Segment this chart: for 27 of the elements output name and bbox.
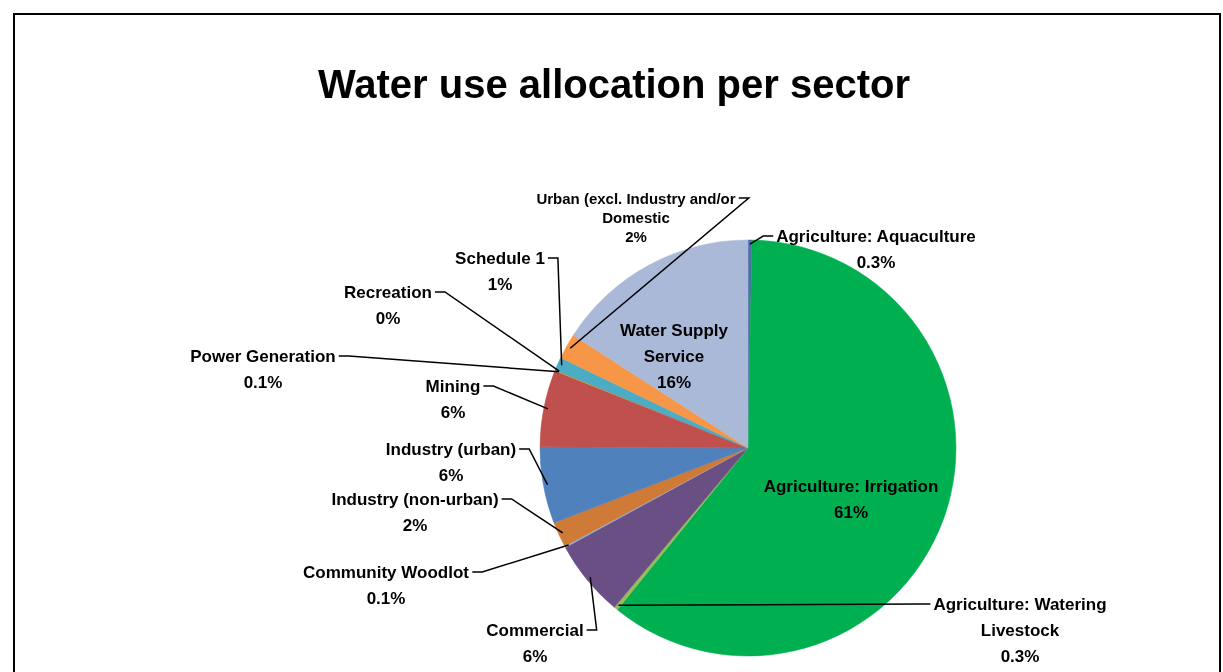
slice-label: Water Supply Service — [620, 321, 729, 366]
slice-label: Agriculture: Watering Livestock — [933, 595, 1107, 640]
text: 0% — [375, 309, 401, 328]
data-label: 6% — [440, 403, 466, 422]
data-label: 61% — [833, 503, 869, 522]
slice-label: Industry (urban) — [385, 440, 517, 459]
slice-label: Mining — [425, 377, 481, 396]
category-label: Recreation — [344, 283, 432, 302]
chart-title: Water use allocation per sector — [317, 62, 911, 106]
data-label: 6% — [438, 466, 464, 485]
slice-label: Community Woodlot — [303, 563, 470, 582]
slice-label: Schedule 1 — [455, 249, 545, 268]
data-label: 0.3% — [856, 253, 896, 272]
data-label: 2% — [625, 228, 647, 245]
slice-label: Commercial — [486, 621, 584, 640]
slice-label: Power Generation — [190, 347, 336, 366]
data-label: 16% — [656, 373, 692, 392]
data-label: 0.3% — [1000, 647, 1040, 666]
slice-label: Industry (non-urban) — [331, 490, 499, 509]
data-label: 2% — [402, 516, 428, 535]
slice-label: Agriculture: Aquaculture — [776, 227, 976, 246]
slice-label: Urban (excl. Industry and/or Domestic — [536, 190, 736, 226]
data-label: 6% — [522, 647, 548, 666]
data-label: 1% — [487, 275, 513, 294]
data-label: 0.1% — [243, 373, 283, 392]
slice-label: Agriculture: Irrigation — [763, 477, 939, 496]
data-label: 0.1% — [366, 589, 406, 608]
